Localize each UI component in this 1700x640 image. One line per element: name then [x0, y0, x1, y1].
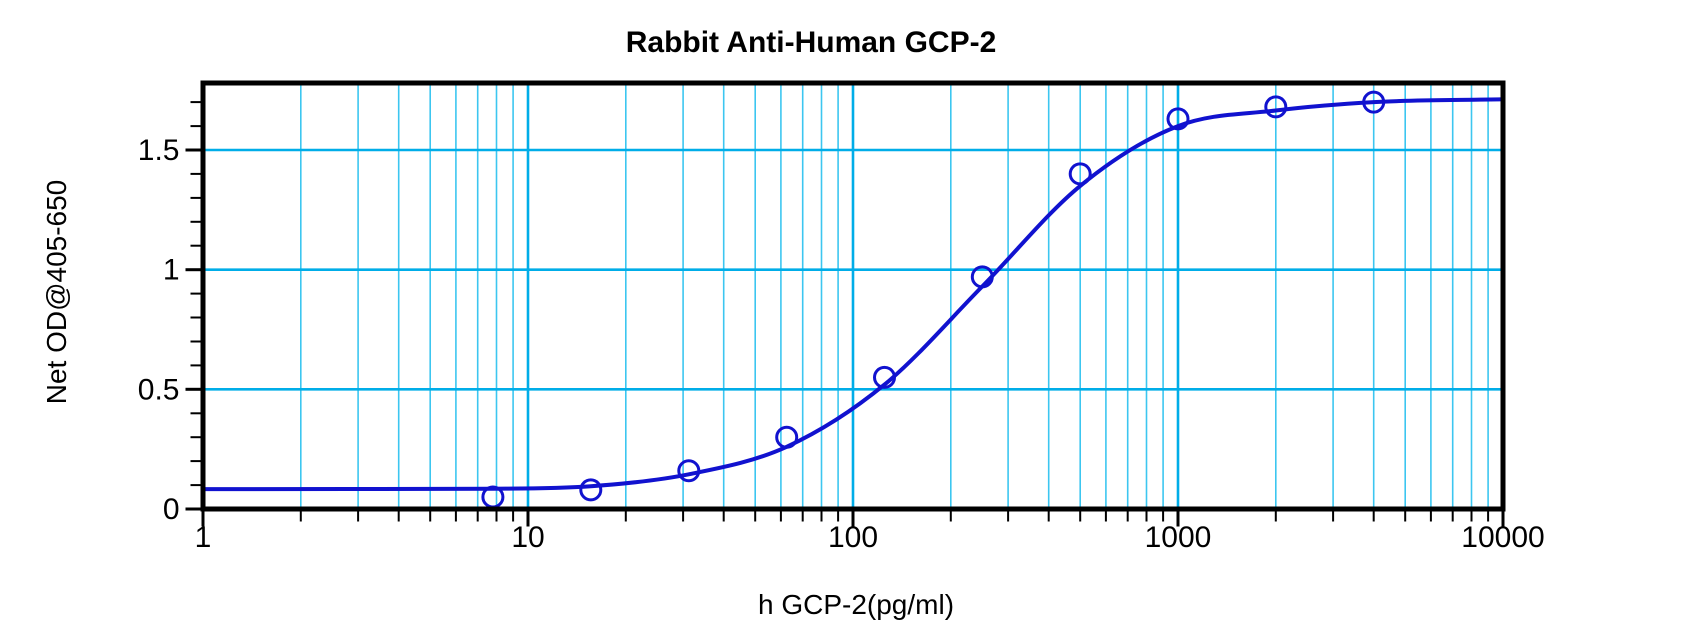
x-tick-label: 1 — [195, 521, 212, 554]
y-tick-label: 1.5 — [138, 134, 180, 167]
data-point — [1166, 107, 1190, 131]
x-tick-labels: 1 10 100 1000 10000 — [195, 521, 1545, 554]
data-point — [970, 265, 994, 289]
data-point — [775, 425, 799, 449]
data-point — [1362, 90, 1386, 114]
fit-curve — [202, 97, 1504, 492]
axis-ticks — [185, 101, 1505, 527]
x-axis-label: h GCP-2(pg/ml) — [757, 589, 955, 620]
plot-frame — [200, 80, 1506, 512]
data-points — [481, 90, 1386, 509]
data-point — [579, 478, 603, 502]
x-tick-label: 1000 — [1145, 521, 1212, 554]
x-tick-label: 10 — [511, 521, 544, 554]
y-tick-label: 1 — [163, 254, 180, 287]
x-tick-label: 100 — [828, 521, 878, 554]
grid-minor — [299, 83, 1489, 509]
data-point — [1264, 95, 1288, 119]
data-point — [873, 365, 896, 389]
grid-major — [203, 83, 1503, 509]
data-point — [1068, 162, 1092, 186]
y-tick-label: 0.5 — [138, 373, 180, 406]
x-tick-label: 10000 — [1461, 521, 1544, 554]
chart-title: Rabbit Anti-Human GCP-2 — [625, 26, 997, 59]
y-tick-label: 0 — [163, 493, 180, 526]
data-point — [677, 459, 701, 483]
y-tick-labels: 0 0.5 1 1.5 — [138, 134, 180, 526]
